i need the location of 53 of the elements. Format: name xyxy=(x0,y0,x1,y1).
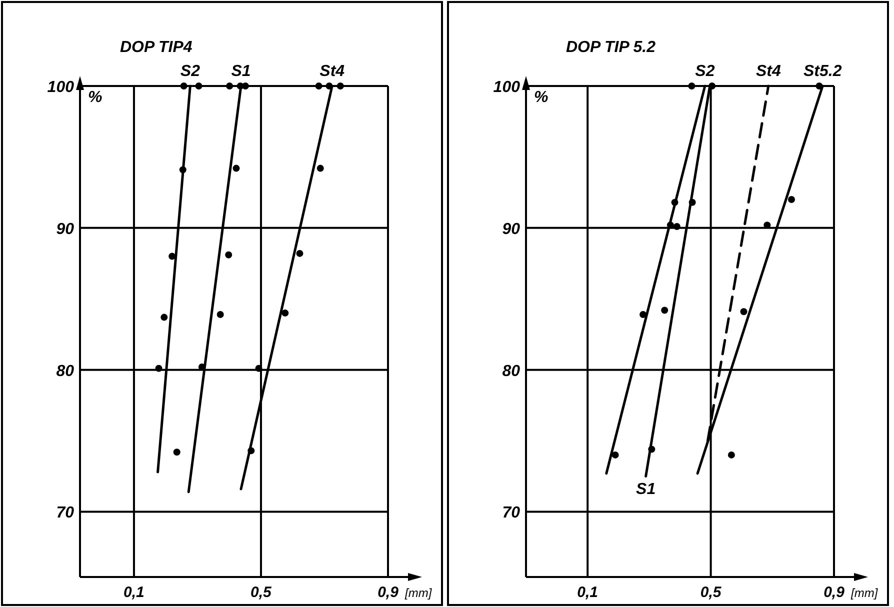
y-tick-label: 100 xyxy=(493,79,520,96)
point xyxy=(315,82,322,90)
point xyxy=(673,222,680,230)
point xyxy=(688,82,696,90)
x-tick-label: 0,9 xyxy=(378,584,400,601)
point xyxy=(282,310,289,317)
point xyxy=(255,364,262,372)
y-tick-label: 70 xyxy=(502,504,520,522)
point xyxy=(764,222,771,229)
point xyxy=(242,82,249,90)
series-label: S1 xyxy=(231,63,251,80)
point xyxy=(195,82,202,90)
point xyxy=(226,82,234,90)
y-tick-label: 80 xyxy=(56,362,74,380)
point xyxy=(225,251,232,258)
x-tick-label: 0,5 xyxy=(250,584,272,601)
chart-title: DOP TIP4 xyxy=(120,39,192,56)
point xyxy=(661,306,668,314)
point xyxy=(740,308,748,316)
point xyxy=(168,252,176,260)
point xyxy=(155,364,162,372)
y-axis-title: % xyxy=(534,89,548,106)
x-tick-label: 0,5 xyxy=(700,584,722,601)
series-label: St5.2 xyxy=(803,63,842,80)
point xyxy=(232,164,240,172)
point xyxy=(612,451,619,458)
point xyxy=(316,164,324,172)
point xyxy=(336,82,344,90)
point xyxy=(173,448,180,456)
series-label: St4 xyxy=(320,63,345,80)
x-tick-label: 0,1 xyxy=(124,584,144,601)
series-label: S1 xyxy=(636,481,656,498)
point xyxy=(296,250,304,257)
point xyxy=(728,451,735,458)
x-tick-label: 0,1 xyxy=(577,584,598,601)
chart-title: DOP TIP 5.2 xyxy=(566,39,656,56)
y-tick-label: 90 xyxy=(56,220,74,238)
y-tick-label: 80 xyxy=(502,362,520,380)
point xyxy=(640,310,647,318)
y-tick-label: 90 xyxy=(502,220,520,238)
y-tick-label: 100 xyxy=(47,79,74,96)
y-axis-title: % xyxy=(88,89,102,106)
x-tick-label: 0,9 xyxy=(824,584,846,601)
x-axis-title: [mm] xyxy=(850,586,878,600)
series-label: S2 xyxy=(180,63,200,80)
series-label: S2 xyxy=(695,63,715,80)
point xyxy=(216,310,224,318)
point xyxy=(788,196,795,204)
point xyxy=(180,82,188,90)
y-tick-label: 70 xyxy=(56,504,74,522)
x-axis-title: [mm] xyxy=(404,586,432,600)
point xyxy=(160,314,168,321)
series-label: St4 xyxy=(756,63,781,80)
